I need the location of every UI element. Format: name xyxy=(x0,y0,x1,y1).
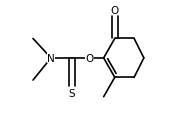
Text: N: N xyxy=(47,53,55,63)
Text: O: O xyxy=(111,6,119,16)
Text: O: O xyxy=(86,53,94,63)
Text: S: S xyxy=(68,88,75,98)
